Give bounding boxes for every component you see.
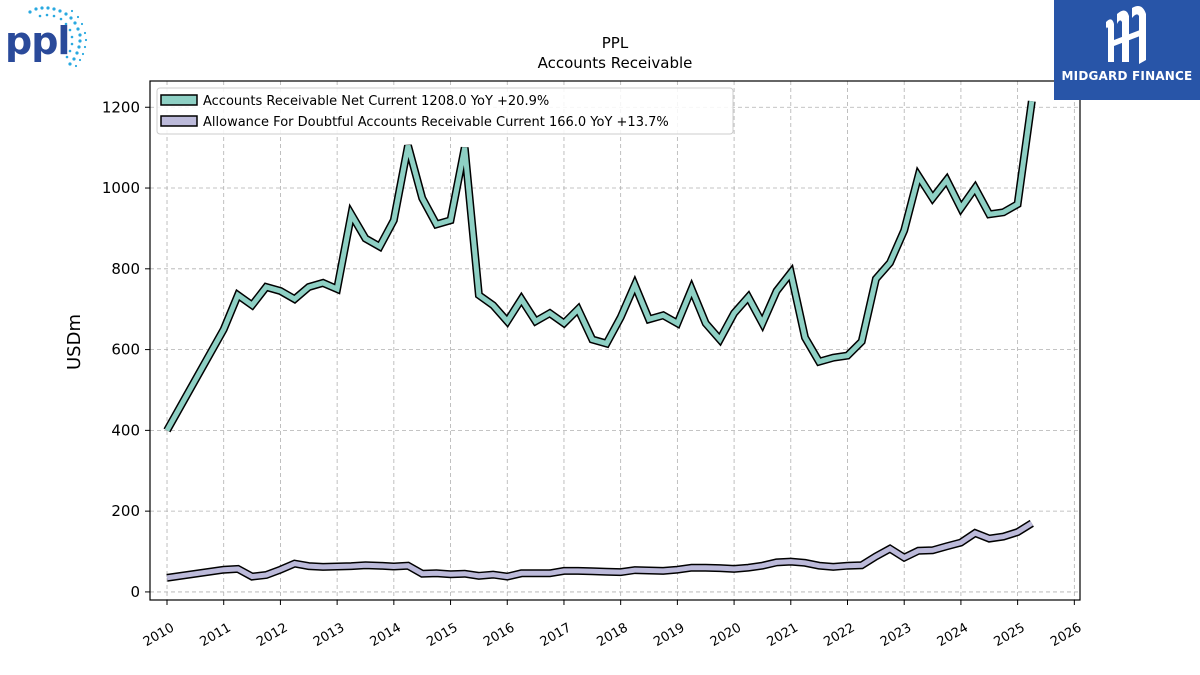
- midgard-finance-logo: MIDGARD FINANCE: [1054, 0, 1200, 100]
- x-tick-label: 2017: [538, 620, 574, 650]
- chart-title: Accounts Receivable: [538, 54, 693, 72]
- series-line-2: [166, 521, 1034, 581]
- x-tick-label: 2015: [424, 620, 460, 650]
- x-tick-label: 2025: [991, 620, 1027, 650]
- x-tick-label: 2019: [651, 620, 687, 650]
- x-tick-label: 2021: [765, 620, 801, 650]
- x-tick-label: 2020: [708, 620, 744, 650]
- y-tick-label: 1200: [102, 98, 140, 116]
- legend-label-1: Accounts Receivable Net Current 1208.0 Y…: [203, 94, 549, 109]
- x-tick-label: 2016: [481, 620, 517, 650]
- legend-swatch-2: [160, 115, 198, 127]
- series-line-outline-1: [163, 100, 1036, 433]
- midgard-logo-mark-icon: [1106, 6, 1146, 64]
- y-tick-label: 800: [111, 260, 140, 278]
- legend-swatch-1: [160, 94, 198, 106]
- y-axis-label: USDm: [64, 314, 85, 370]
- legend-label-2: Allowance For Doubtful Accounts Receivab…: [203, 115, 669, 130]
- x-tick-label: 2013: [311, 620, 347, 650]
- plot-frame: [149, 80, 1081, 601]
- y-tick-label: 200: [111, 502, 140, 520]
- x-tick-label: 2010: [141, 620, 177, 650]
- series-line-1: [164, 100, 1035, 432]
- ppl-logo: ppl: [0, 0, 100, 80]
- x-tick-label: 2018: [595, 620, 631, 650]
- x-tick-label: 2023: [878, 620, 914, 650]
- y-tick-label: 400: [111, 421, 140, 439]
- midgard-logo-text: MIDGARD FINANCE: [1061, 69, 1193, 83]
- x-tick-label: 2024: [935, 620, 971, 650]
- x-tick-label: 2014: [368, 620, 404, 650]
- y-tick-label: 1000: [102, 179, 140, 197]
- chart-title-company: PPL: [602, 34, 629, 52]
- y-tick-label: 600: [111, 341, 140, 359]
- x-tick-label: 2011: [198, 620, 234, 650]
- ppl-logo-text: ppl: [5, 19, 70, 63]
- x-tick-label: 2022: [821, 620, 857, 650]
- legend-box: [156, 87, 734, 135]
- ppl-logo-sunburst-icon: [28, 6, 88, 68]
- x-tick-label: 2026: [1048, 620, 1084, 650]
- y-tick-label: 0: [130, 583, 140, 601]
- x-tick-label: 2012: [254, 620, 290, 650]
